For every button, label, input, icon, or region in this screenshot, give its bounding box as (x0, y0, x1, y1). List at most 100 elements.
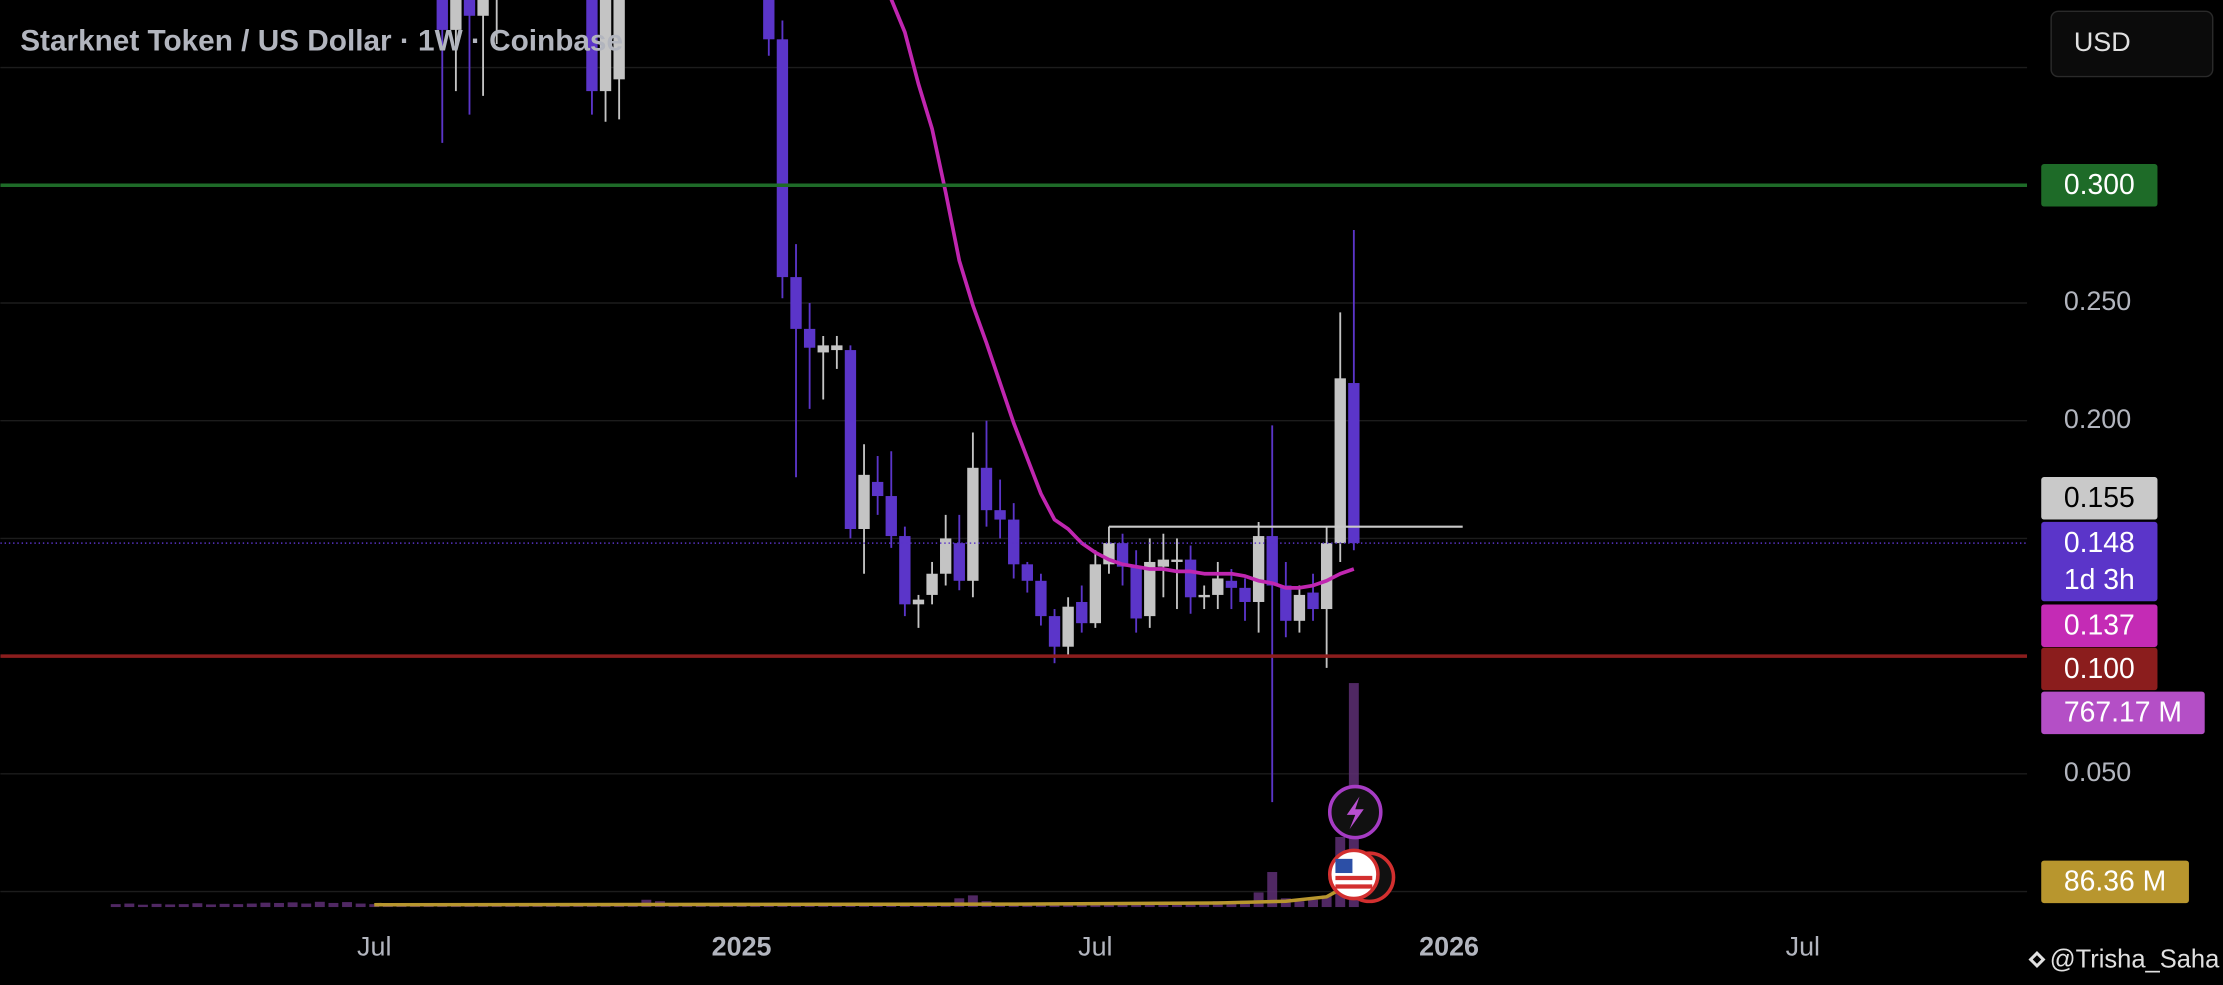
volume-bar (967, 895, 978, 908)
candle-body (940, 538, 952, 574)
price-badge: 86.36 M (2041, 860, 2189, 904)
x-tick-label: 2025 (712, 931, 772, 961)
price-badge-label: 767.17 M (2064, 697, 2182, 729)
candle-body (1089, 564, 1102, 624)
x-tick-label: Jul (1078, 931, 1112, 961)
volume-bar (137, 904, 148, 908)
price-badge-box (2041, 521, 2158, 602)
price-badge-box (2041, 164, 2158, 207)
price-badge: 0.148 1d 3h (2041, 521, 2158, 602)
candle-body (912, 599, 925, 605)
price-badge-label: 0.155 (2064, 482, 2135, 514)
price-badge: 0.100 (2041, 647, 2158, 691)
candle-body (803, 328, 816, 348)
candle-body (1293, 594, 1306, 621)
candle-body (926, 573, 938, 595)
volume-bar (355, 903, 366, 908)
candle-body (1334, 378, 1346, 544)
volume-bar (1321, 895, 1332, 908)
candle-body (1035, 580, 1047, 617)
price-badge-box (2041, 604, 2158, 647)
price-badge-label: 0.148 (2064, 527, 2135, 559)
currency-button[interactable]: USD (2050, 10, 2214, 78)
candle-body (1130, 566, 1142, 619)
price-badge-box (2041, 477, 2158, 520)
volume-bar (1308, 899, 1318, 908)
candle-body (790, 277, 802, 329)
volume-bar (206, 904, 216, 908)
volume-bar (260, 902, 271, 908)
y-tick-label: 0.250 (2064, 286, 2131, 316)
watermark-icon (2028, 950, 2046, 968)
x-tick-label: Jul (1786, 931, 1820, 961)
price-badge: 0.300 (2041, 164, 2158, 207)
axes: 0.050 0.200 0.250 Jul 2025 Jul 2026 Jul 0.300 0.1… (357, 164, 2205, 961)
candle-body (1239, 587, 1251, 602)
volume-bar (328, 902, 339, 908)
flag-stripe (1335, 884, 1373, 889)
event-icons (1327, 784, 1396, 904)
candle-body (599, 0, 612, 92)
x-tick-label: Jul (357, 931, 391, 961)
candle-body (450, 0, 462, 30)
lightning-icon (1346, 796, 1364, 830)
candle-body (1076, 601, 1088, 624)
volume-bar (124, 903, 135, 908)
candle-body (980, 467, 993, 511)
volume-bar (1253, 892, 1264, 908)
candle-body (1021, 564, 1033, 581)
price-badge-label: 0.137 (2064, 610, 2135, 642)
price-badge-box (2041, 860, 2189, 904)
candle-body (1348, 383, 1360, 544)
candle-body (844, 350, 857, 530)
candle-body (967, 467, 979, 581)
candle-body (831, 345, 843, 351)
y-tick-label: 0.050 (2064, 757, 2131, 787)
currency-button-box[interactable] (2050, 10, 2214, 78)
volume-bar (369, 904, 380, 908)
volume-bar (110, 904, 121, 908)
candle-body (1266, 536, 1278, 586)
candle-body (1225, 580, 1238, 588)
candle-body (1116, 543, 1129, 567)
volume-bar (342, 902, 352, 908)
volume-bar (301, 903, 312, 908)
flag-icon[interactable] (1327, 848, 1380, 901)
price-badge-label: 86.36 M (2064, 866, 2166, 898)
flag-canton (1335, 858, 1353, 874)
volume-bar (314, 901, 325, 908)
flag-stripe (1335, 875, 1373, 881)
candle-body (1184, 559, 1197, 598)
candle-body (953, 543, 965, 581)
candle-body (1008, 519, 1020, 565)
price-badge-label: 0.300 (2064, 169, 2135, 201)
candle-body (1144, 561, 1156, 617)
candle-body (899, 536, 911, 605)
volume-bar (287, 902, 298, 908)
candle-body (1212, 578, 1224, 595)
x-tick-label: 2026 (1419, 931, 1479, 961)
currency-label[interactable]: USD (2074, 27, 2131, 57)
moving-average-line (889, 0, 1355, 590)
candle-body (776, 39, 789, 278)
price-badge: 0.155 (2041, 477, 2158, 520)
candle-body (477, 0, 489, 16)
price-badge-label: 0.100 (2064, 653, 2135, 685)
price-badge: 767.17 M (2041, 691, 2205, 735)
candle-body (1280, 585, 1292, 621)
candle-body (1171, 559, 1183, 562)
candle-body (463, 0, 476, 16)
volume-bar (274, 902, 284, 908)
candle-body (885, 496, 897, 537)
volume-average-line (374, 880, 1355, 907)
candle-body (1252, 536, 1265, 602)
candle-body (858, 474, 870, 530)
candle-body (613, 0, 625, 80)
candle-body (871, 481, 884, 497)
price-badge-box (2041, 691, 2205, 735)
volume-bar (165, 904, 176, 908)
candle-body (1048, 616, 1061, 647)
volume-bar (151, 903, 162, 908)
